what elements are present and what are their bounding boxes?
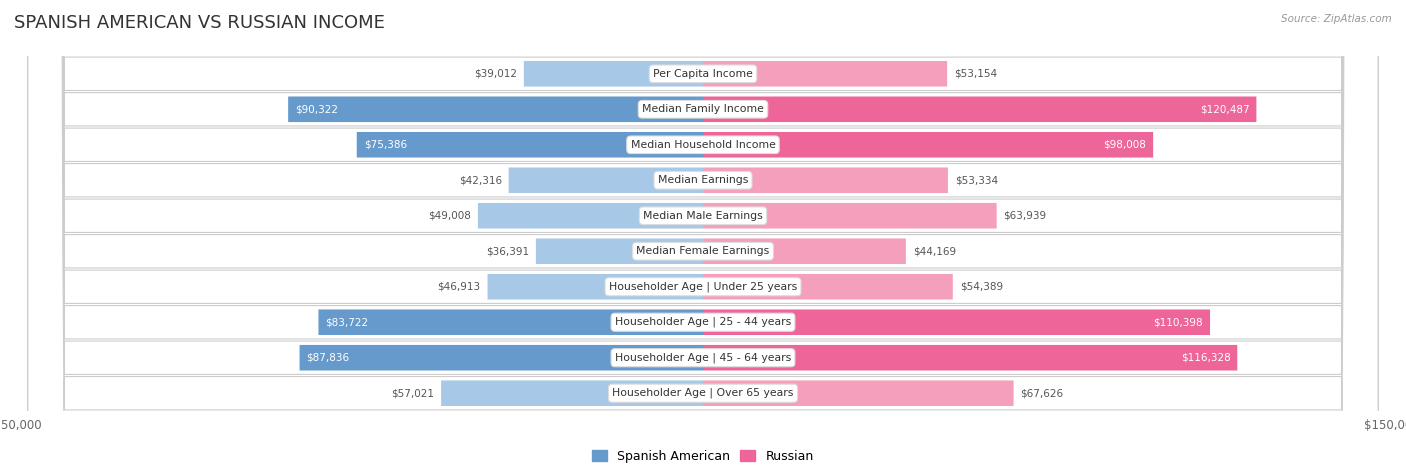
- FancyBboxPatch shape: [28, 0, 1378, 467]
- Text: $67,626: $67,626: [1021, 388, 1063, 398]
- Text: Householder Age | Over 65 years: Householder Age | Over 65 years: [612, 388, 794, 398]
- Text: Median Female Earnings: Median Female Earnings: [637, 246, 769, 256]
- FancyBboxPatch shape: [28, 0, 1378, 467]
- Text: $110,398: $110,398: [1153, 317, 1204, 327]
- FancyBboxPatch shape: [28, 0, 1378, 467]
- FancyBboxPatch shape: [703, 97, 1257, 122]
- Text: $49,008: $49,008: [429, 211, 471, 221]
- FancyBboxPatch shape: [703, 274, 953, 299]
- FancyBboxPatch shape: [478, 203, 703, 228]
- Text: $44,169: $44,169: [912, 246, 956, 256]
- FancyBboxPatch shape: [536, 239, 703, 264]
- Text: $75,386: $75,386: [364, 140, 406, 150]
- FancyBboxPatch shape: [28, 0, 1378, 467]
- FancyBboxPatch shape: [28, 0, 1378, 467]
- FancyBboxPatch shape: [28, 0, 1378, 467]
- Text: Householder Age | 25 - 44 years: Householder Age | 25 - 44 years: [614, 317, 792, 327]
- FancyBboxPatch shape: [509, 168, 703, 193]
- Text: Householder Age | 45 - 64 years: Householder Age | 45 - 64 years: [614, 353, 792, 363]
- FancyBboxPatch shape: [703, 310, 1211, 335]
- FancyBboxPatch shape: [28, 0, 1378, 467]
- Text: $87,836: $87,836: [307, 353, 350, 363]
- Text: $36,391: $36,391: [486, 246, 529, 256]
- FancyBboxPatch shape: [703, 381, 1014, 406]
- FancyBboxPatch shape: [703, 345, 1237, 370]
- FancyBboxPatch shape: [299, 345, 703, 370]
- FancyBboxPatch shape: [703, 168, 948, 193]
- FancyBboxPatch shape: [319, 310, 703, 335]
- FancyBboxPatch shape: [441, 381, 703, 406]
- Text: $54,389: $54,389: [960, 282, 1002, 292]
- Text: $42,316: $42,316: [458, 175, 502, 185]
- Text: $39,012: $39,012: [474, 69, 517, 79]
- Text: $46,913: $46,913: [437, 282, 481, 292]
- FancyBboxPatch shape: [703, 203, 997, 228]
- Text: $120,487: $120,487: [1199, 104, 1250, 114]
- Text: Per Capita Income: Per Capita Income: [652, 69, 754, 79]
- Legend: Spanish American, Russian: Spanish American, Russian: [588, 445, 818, 467]
- FancyBboxPatch shape: [28, 0, 1378, 467]
- FancyBboxPatch shape: [28, 0, 1378, 467]
- Text: $53,334: $53,334: [955, 175, 998, 185]
- Text: $53,154: $53,154: [955, 69, 997, 79]
- FancyBboxPatch shape: [488, 274, 703, 299]
- Text: Median Male Earnings: Median Male Earnings: [643, 211, 763, 221]
- Text: Median Household Income: Median Household Income: [630, 140, 776, 150]
- Text: Median Earnings: Median Earnings: [658, 175, 748, 185]
- FancyBboxPatch shape: [703, 239, 905, 264]
- FancyBboxPatch shape: [288, 97, 703, 122]
- Text: $57,021: $57,021: [391, 388, 434, 398]
- FancyBboxPatch shape: [703, 132, 1153, 157]
- Text: $116,328: $116,328: [1181, 353, 1230, 363]
- Text: SPANISH AMERICAN VS RUSSIAN INCOME: SPANISH AMERICAN VS RUSSIAN INCOME: [14, 14, 385, 32]
- FancyBboxPatch shape: [357, 132, 703, 157]
- FancyBboxPatch shape: [703, 61, 948, 86]
- Text: Median Family Income: Median Family Income: [643, 104, 763, 114]
- Text: $98,008: $98,008: [1104, 140, 1146, 150]
- FancyBboxPatch shape: [28, 0, 1378, 467]
- Text: $90,322: $90,322: [295, 104, 337, 114]
- FancyBboxPatch shape: [524, 61, 703, 86]
- Text: $63,939: $63,939: [1004, 211, 1046, 221]
- Text: Source: ZipAtlas.com: Source: ZipAtlas.com: [1281, 14, 1392, 24]
- Text: Householder Age | Under 25 years: Householder Age | Under 25 years: [609, 282, 797, 292]
- Text: $83,722: $83,722: [325, 317, 368, 327]
